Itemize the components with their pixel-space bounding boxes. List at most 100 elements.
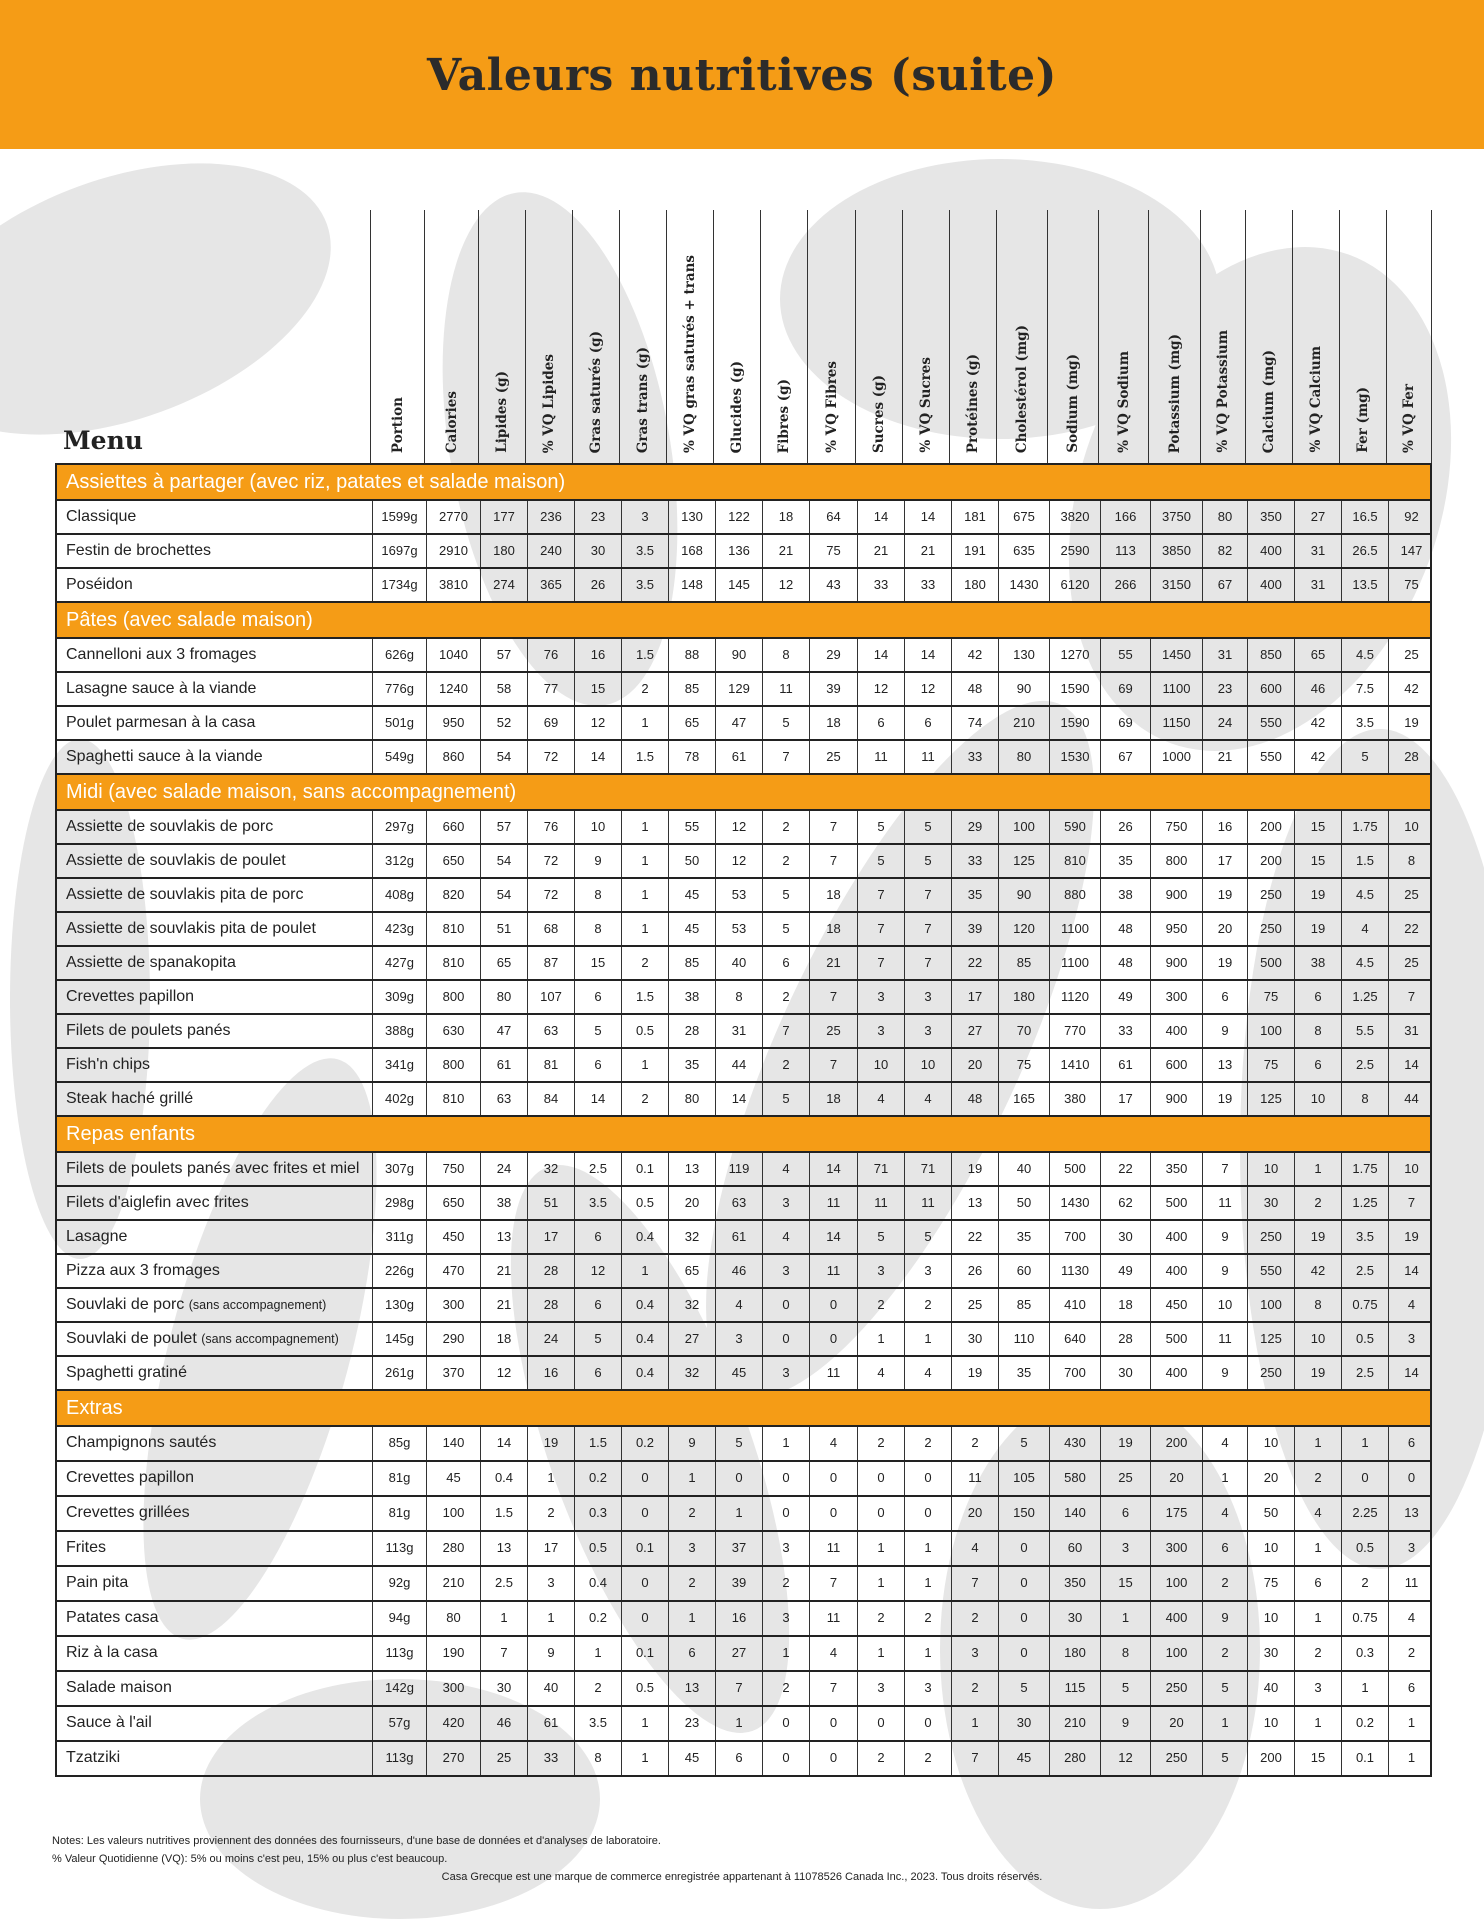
value-cell: 15 <box>574 673 621 705</box>
value-cell: 200 <box>1247 811 1294 843</box>
value-cell: 10 <box>1247 1427 1294 1460</box>
value-cell: 31 <box>715 1015 762 1047</box>
value-cell: 810 <box>426 947 480 979</box>
value-cell: 0.5 <box>1341 1323 1388 1355</box>
value-cell: 400 <box>1247 569 1294 601</box>
value-cell: 4 <box>1388 1602 1434 1635</box>
value-cell: 19 <box>1202 947 1247 979</box>
value-cell: 0 <box>762 1707 809 1740</box>
value-cell: 46 <box>480 1707 527 1740</box>
section-header: Midi (avec salade maison, sans accompagn… <box>55 775 1432 811</box>
value-cell: 19 <box>1294 1357 1341 1389</box>
value-cell: 85 <box>668 673 715 705</box>
value-cell: 626g <box>372 639 426 671</box>
menu-item-label: Lasagne <box>66 1228 128 1245</box>
value-cell: 180 <box>1049 1637 1100 1670</box>
value-cell: 1.5 <box>621 981 668 1013</box>
value-cell: 1 <box>904 1532 951 1565</box>
value-cell: 650 <box>426 1187 480 1219</box>
value-cell: 45 <box>668 879 715 911</box>
value-cell: 590 <box>1049 811 1100 843</box>
value-cell: 6 <box>1294 1049 1341 1081</box>
nutrition-table: Menu Portion Calories Lipides (g) % VQ Lipi… <box>55 210 1432 1777</box>
value-cell: 125 <box>998 845 1049 877</box>
value-cell: 5 <box>904 845 951 877</box>
value-cell: 32 <box>668 1357 715 1389</box>
menu-item-name: Assiette de souvlakis de porc <box>57 811 372 843</box>
value-cell: 1.25 <box>1341 1187 1388 1219</box>
value-cell: 266 <box>1100 569 1150 601</box>
value-cell: 30 <box>1247 1187 1294 1219</box>
menu-item-label: Crevettes papillon <box>66 1469 195 1486</box>
value-cell: 21 <box>857 535 904 567</box>
value-cell: 13 <box>480 1532 527 1565</box>
value-cell: 46 <box>1294 673 1341 705</box>
value-cell: 3 <box>715 1323 762 1355</box>
column-header-label: Potassium (mg) <box>1166 333 1183 453</box>
value-cell: 22 <box>951 1221 998 1253</box>
value-cell: 635 <box>998 535 1049 567</box>
value-cell: 27 <box>668 1323 715 1355</box>
value-cell: 19 <box>951 1153 998 1185</box>
value-cell: 47 <box>715 707 762 739</box>
value-cell: 8 <box>574 1742 621 1775</box>
value-cell: 27 <box>715 1637 762 1670</box>
menu-item-name: Festin de brochettes <box>57 535 372 567</box>
value-cell: 9 <box>1202 1255 1247 1287</box>
value-cell: 7 <box>809 981 857 1013</box>
value-cell: 8 <box>1294 1289 1341 1321</box>
value-cell: 0.1 <box>621 1532 668 1565</box>
value-cell: 120 <box>998 913 1049 945</box>
table-row: Assiette de souvlakis pita de poulet 423g… <box>55 913 1432 947</box>
value-cell: 6 <box>574 1049 621 1081</box>
value-cell: 53 <box>715 879 762 911</box>
table-row: Filets de poulets panés avec frites et m… <box>55 1153 1432 1187</box>
value-cell: 3850 <box>1150 535 1202 567</box>
table-row: Fish'n chips 341g 800 61 81 6 1 35 44 2 7 10 10 20 75 1… <box>55 1049 1432 1083</box>
value-cell: 9 <box>1100 1707 1150 1740</box>
value-cell: 410 <box>1049 1289 1100 1321</box>
value-cell: 7 <box>1202 1153 1247 1185</box>
value-cell: 23 <box>668 1707 715 1740</box>
value-cell: 3.5 <box>1341 1221 1388 1253</box>
value-cell: 100 <box>426 1497 480 1530</box>
value-cell: 82 <box>1202 535 1247 567</box>
value-cell: 2910 <box>426 535 480 567</box>
value-cell: 32 <box>527 1153 574 1185</box>
value-cell: 3 <box>904 1015 951 1047</box>
value-cell: 40 <box>1247 1672 1294 1705</box>
value-cell: 1100 <box>1049 947 1100 979</box>
value-cell: 7 <box>715 1672 762 1705</box>
value-cell: 2 <box>1388 1637 1434 1670</box>
value-cell: 1.5 <box>621 741 668 773</box>
value-cell: 12 <box>715 845 762 877</box>
column-header: Gras saturés (g) <box>572 210 619 463</box>
value-cell: 2 <box>1294 1637 1341 1670</box>
value-cell: 226g <box>372 1255 426 1287</box>
table-row: Tzatziki 113g 270 25 33 8 1 45 6 0 0 2 2 7 45 280 12 250 5… <box>55 1742 1432 1777</box>
value-cell: 25 <box>480 1742 527 1775</box>
value-cell: 42 <box>951 639 998 671</box>
value-cell: 1530 <box>1049 741 1100 773</box>
menu-item-label: Filets d'aiglefin avec frites <box>66 1194 249 1211</box>
value-cell: 270 <box>426 1742 480 1775</box>
value-cell: 12 <box>762 569 809 601</box>
value-cell: 4 <box>904 1083 951 1115</box>
value-cell: 5 <box>762 879 809 911</box>
value-cell: 1 <box>621 1707 668 1740</box>
value-cell: 200 <box>1150 1427 1202 1460</box>
page-title: Valeurs nutritives (suite) <box>427 50 1057 101</box>
value-cell: 250 <box>1247 913 1294 945</box>
value-cell: 3 <box>762 1187 809 1219</box>
value-cell: 113g <box>372 1637 426 1670</box>
value-cell: 2590 <box>1049 535 1100 567</box>
value-cell: 18 <box>480 1323 527 1355</box>
table-row: Lasagne sauce à la viande 776g 1240 58 77 15 2… <box>55 673 1432 707</box>
value-cell: 113g <box>372 1742 426 1775</box>
menu-item-name: Lasagne <box>57 1221 372 1253</box>
value-cell: 400 <box>1150 1255 1202 1287</box>
value-cell: 1120 <box>1049 981 1100 1013</box>
value-cell: 500 <box>1150 1187 1202 1219</box>
value-cell: 1590 <box>1049 673 1100 705</box>
value-cell: 80 <box>426 1602 480 1635</box>
